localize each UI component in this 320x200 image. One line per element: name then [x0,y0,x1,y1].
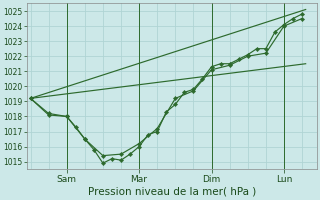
X-axis label: Pression niveau de la mer( hPa ): Pression niveau de la mer( hPa ) [88,187,256,197]
